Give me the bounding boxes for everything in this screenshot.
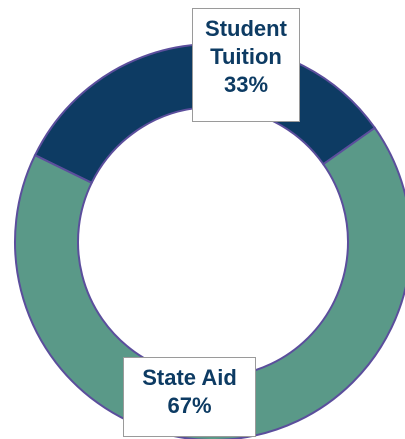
label-student-tuition-percent: 33% — [223, 72, 269, 97]
label-state-aid: State Aid 67% — [123, 357, 256, 437]
slice-state-aid — [14, 126, 405, 439]
label-state-aid-percent: 67% — [167, 393, 212, 418]
label-student-tuition: Student Tuition 33% — [192, 8, 300, 122]
label-state-aid-line-1: State Aid — [142, 365, 237, 390]
label-student-tuition-line-1: Student — [205, 16, 287, 41]
label-student-tuition-line-2: Tuition — [210, 44, 282, 69]
